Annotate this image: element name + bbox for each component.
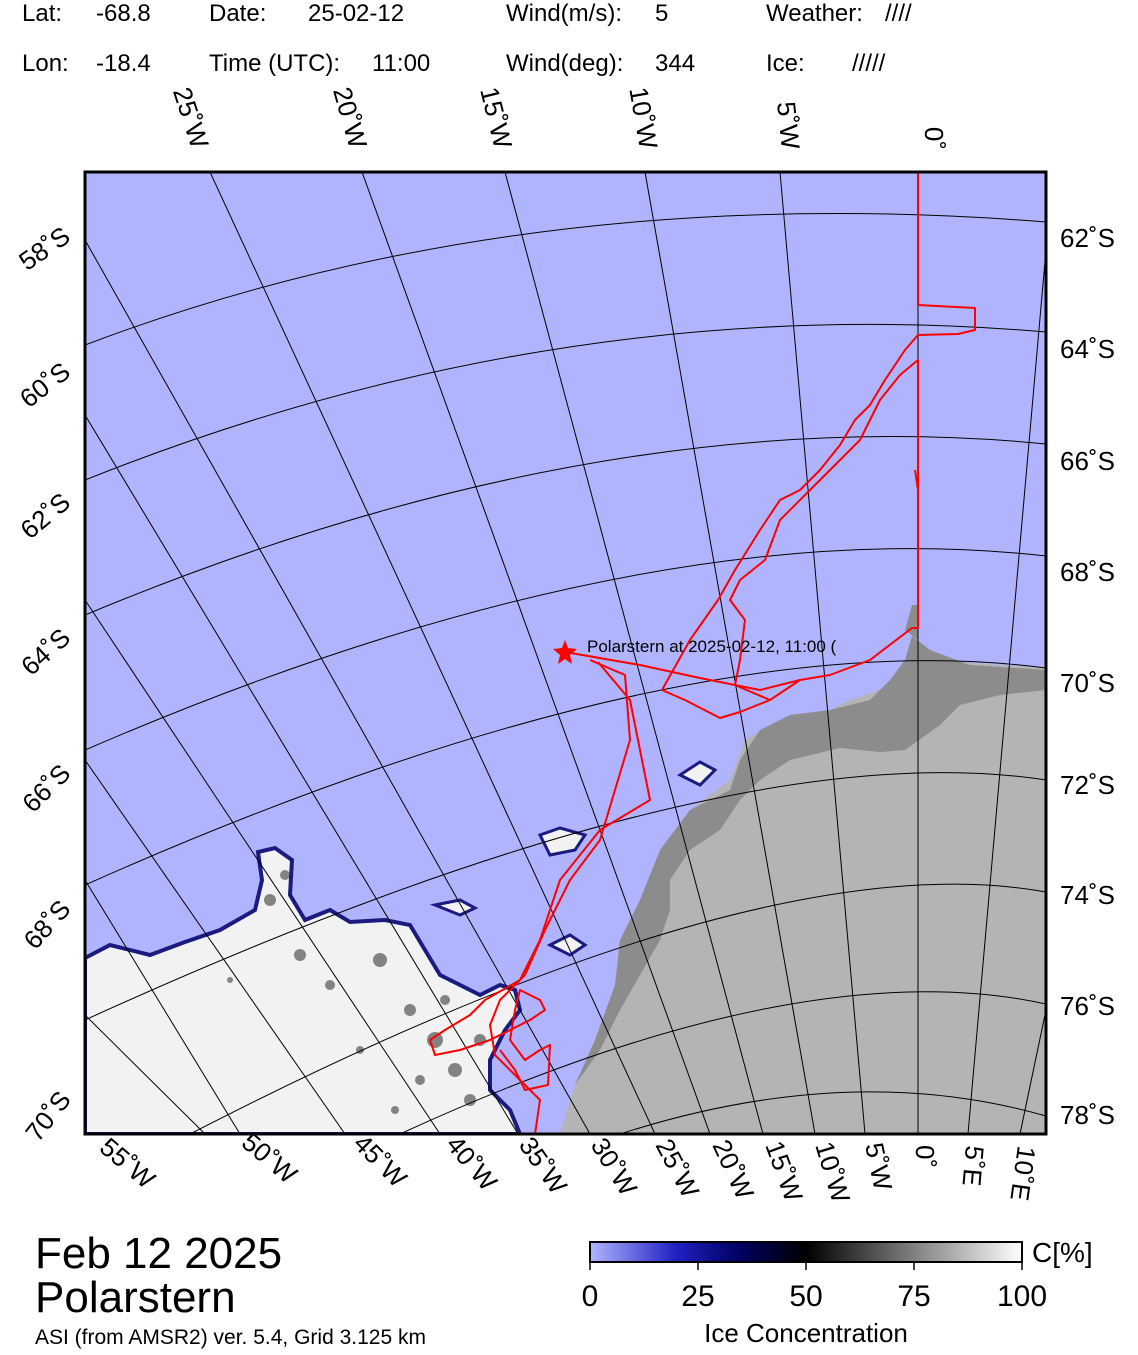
right-lat-label: 66˚S [1060, 446, 1115, 476]
bottom-lon-label: 40˚W [440, 1130, 503, 1197]
bottom-lon-label: 45˚W [348, 1128, 413, 1193]
colorbar-unit: C[%] [1032, 1237, 1093, 1268]
meridian-35w [85, 414, 519, 1134]
top-lon-label: 5˚W [771, 100, 806, 151]
wind-dir-label: Wind(deg): [506, 50, 624, 77]
parallel-78s [619, 1091, 1046, 1134]
colorbar [589, 1241, 1023, 1263]
meridian-55w [85, 1014, 206, 1134]
graticule [85, 172, 1046, 1134]
sea-ice-floe [676, 760, 718, 787]
bottom-lon-label: 5˚W [859, 1140, 898, 1193]
right-lat-label: 64˚S [1060, 334, 1115, 364]
ship-label: Polarstern at 2025-02-12, 11:00 ( [587, 637, 837, 656]
top-lon-label: 0˚ [919, 127, 949, 150]
bottom-lon-label: 15˚W [759, 1137, 809, 1206]
meridian-40w [85, 599, 441, 1134]
wind-dir-value: 344 [655, 50, 696, 77]
date-label: Date: [209, 0, 267, 27]
bottom-lon-label: 0˚ [910, 1145, 940, 1168]
bottom-lon-label: 10˚E [1004, 1144, 1041, 1203]
parallel-70s [85, 660, 1046, 886]
left-lat-label: 58˚S [13, 220, 75, 276]
meridian-50w [85, 879, 241, 1134]
ship-position-star [553, 640, 577, 664]
left-lat-label: 66˚S [16, 758, 76, 818]
left-lat-label: 68˚S [17, 894, 76, 955]
right-lat-label: 76˚S [1060, 991, 1115, 1021]
meridian-25w [209, 172, 656, 1134]
time-label: Time (UTC): [209, 50, 341, 77]
lat-label: Lat: [22, 0, 63, 27]
bottom-lon-label: 5˚E [956, 1144, 989, 1187]
meridian-15w [504, 172, 764, 1134]
footer-date: Feb 12 2025 [35, 1229, 283, 1278]
bottom-lon-label: 35˚W [513, 1131, 573, 1199]
colorbar-tick-label: 50 [789, 1280, 822, 1313]
meridian-45w [85, 759, 346, 1134]
right-lat-label: 70˚S [1060, 668, 1115, 698]
lon-label: Lon: [22, 50, 69, 77]
bottom-lon-label: 10˚W [809, 1138, 856, 1207]
left-lat-label: 64˚S [15, 622, 76, 681]
colorbar-tick-label: 100 [997, 1280, 1047, 1313]
sea-ice [85, 845, 523, 1134]
meridian-30w [85, 239, 591, 1134]
colorbar-tick-label: 75 [897, 1280, 930, 1313]
bottom-lon-label: 55˚W [94, 1132, 161, 1195]
date-value: 25-02-12 [308, 0, 405, 27]
lat-value: -68.8 [96, 0, 151, 27]
parallel-62s [85, 213, 1046, 346]
top-lon-label: 15˚W [474, 84, 518, 152]
map-frame [83, 170, 1048, 1136]
meridian-10e [1019, 1009, 1046, 1134]
meridian-20w [361, 172, 711, 1134]
sea-ice-floe [429, 898, 479, 917]
ice-value: ///// [852, 50, 886, 77]
weather-value: //// [885, 0, 912, 27]
parallel-68s [85, 548, 1046, 751]
bottom-lon-label: 50˚W [236, 1127, 303, 1190]
right-lat-label: 62˚S [1060, 223, 1115, 253]
meridian-5w [779, 172, 866, 1134]
parallel-64s [85, 323, 1046, 481]
colorbar-ticks [589, 1262, 1023, 1270]
colorbar-tick-label: 0 [582, 1280, 599, 1313]
right-lat-label: 68˚S [1060, 557, 1115, 587]
right-lat-label: 72˚S [1060, 770, 1115, 800]
weather-label: Weather: [766, 0, 863, 27]
wind-speed-value: 5 [655, 0, 669, 27]
top-lon-label: 25˚W [167, 83, 215, 152]
bottom-lon-label: 20˚W [707, 1135, 761, 1204]
parallel-66s [85, 436, 1046, 616]
bottom-lon-label: 30˚W [585, 1132, 644, 1201]
cruise-track [429, 172, 976, 1134]
parallel-72s [85, 772, 1046, 1021]
colorbar-title: Ice Concentration [704, 1318, 908, 1348]
footer-ship: Polarstern [35, 1273, 236, 1322]
meridian-5e [967, 249, 1046, 1134]
left-lat-label: 62˚S [15, 487, 76, 545]
wind-speed-label: Wind(m/s): [506, 0, 622, 27]
parallel-74s [189, 883, 1046, 1134]
bottom-lon-label: 25˚W [650, 1134, 706, 1203]
lon-value: -18.4 [96, 50, 151, 77]
parallel-76s [399, 991, 1046, 1134]
land [560, 662, 1046, 1134]
top-lon-label: 20˚W [327, 84, 373, 152]
sea-ice-floe [537, 826, 588, 857]
time-value: 11:00 [372, 50, 431, 77]
footer-source: ASI (from AMSR2) ver. 5.4, Grid 3.125 km [35, 1326, 426, 1349]
ice-label: Ice: [766, 50, 805, 77]
meridian-10w [644, 172, 816, 1134]
left-lat-label: 70˚S [19, 1085, 76, 1147]
ice-shelf [575, 636, 1046, 1085]
right-lat-label: 78˚S [1060, 1100, 1115, 1130]
colorbar-tick-label: 25 [681, 1280, 714, 1313]
right-lat-label: 74˚S [1060, 880, 1115, 910]
top-lon-label: 10˚W [623, 85, 663, 152]
left-lat-label: 60˚S [14, 356, 76, 413]
